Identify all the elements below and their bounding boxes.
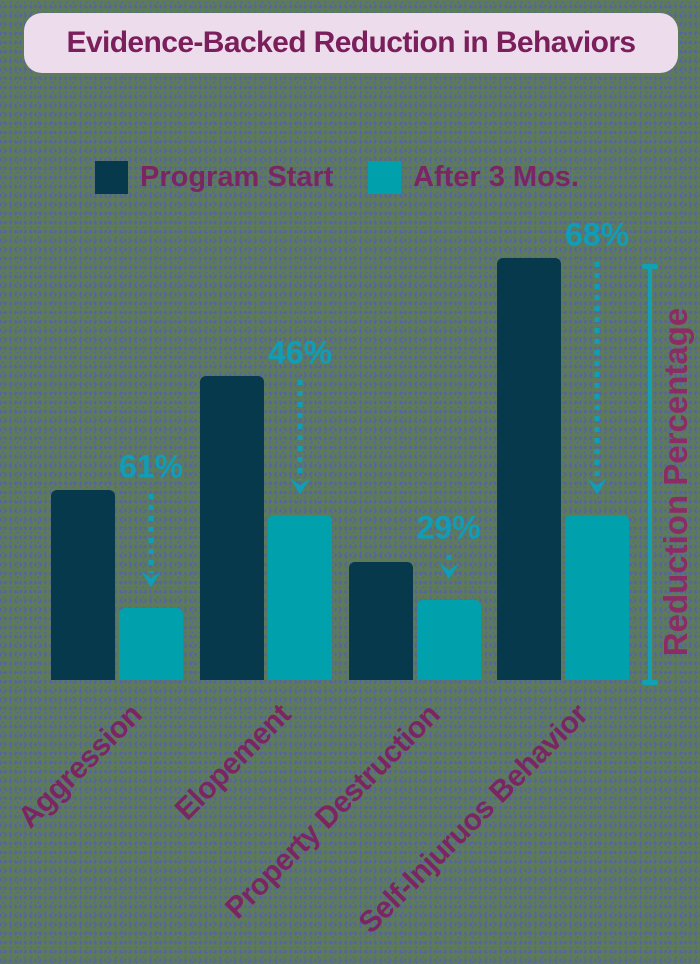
- bar-after-3-mos-property-destruction: [416, 599, 481, 680]
- legend-item-program-start: Program Start: [95, 158, 333, 196]
- page-title: Evidence-Backed Reduction in Behaviors: [66, 26, 636, 59]
- reduction-percent-label-aggression: 61%: [118, 448, 184, 485]
- bar-program-start-self-injuruos-behavior: [497, 258, 561, 680]
- range-line-top-cap: [642, 264, 658, 269]
- range-line-bottom-cap: [642, 680, 658, 685]
- bar-after-3-mos-aggression: [119, 608, 183, 680]
- y-axis-label: Reduction Percentage: [657, 307, 694, 657]
- legend-swatch-program-start: [95, 160, 128, 194]
- bar-program-start-property-destruction: [348, 561, 413, 680]
- title-banner: Evidence-Backed Reduction in Behaviors: [24, 13, 678, 73]
- legend-label-program-start: Program Start: [140, 160, 334, 193]
- reduction-percent-label-self-injuruos-behavior: 68%: [564, 216, 630, 253]
- arrow-down-icon: [141, 494, 161, 588]
- legend-item-after-3-mos: After 3 Mos.: [368, 158, 579, 196]
- arrow-down-icon: [290, 380, 310, 495]
- arrow-down-icon: [438, 554, 459, 579]
- legend-label-after-3-mos: After 3 Mos.: [413, 160, 579, 193]
- reduction-percent-label-property-destruction: 29%: [416, 509, 481, 546]
- legend-swatch-after-3-mos: [368, 160, 401, 194]
- bar-program-start-elopement: [200, 376, 264, 680]
- bar-after-3-mos-self-injuruos-behavior: [565, 515, 629, 680]
- reduction-percent-label-elopement: 46%: [267, 334, 333, 371]
- reduction-range-line: [648, 267, 652, 683]
- bar-program-start-aggression: [51, 490, 115, 680]
- bar-after-3-mos-elopement: [268, 515, 332, 680]
- arrow-down-icon: [587, 262, 607, 495]
